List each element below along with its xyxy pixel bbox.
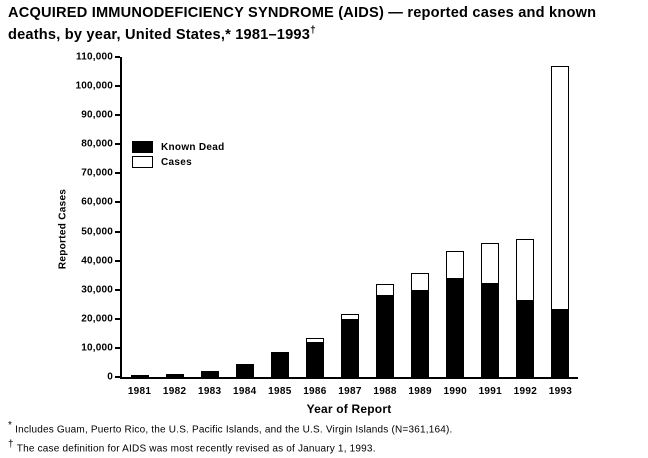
footnote-asterisk-text: Includes Guam, Puerto Rico, the U.S. Pac…: [15, 424, 453, 436]
bar-1988-known-dead-segment: [377, 294, 394, 376]
y-tick-label: 90,000: [81, 109, 113, 121]
bar-1993-cases: [551, 66, 570, 377]
bar-1990-cases: [446, 251, 465, 377]
bar-1990-known-dead-segment: [447, 277, 464, 376]
bar-1989-cases: [411, 273, 430, 377]
y-tick-label: 100,000: [75, 80, 113, 92]
x-tick-label-1986: 1986: [303, 386, 327, 397]
legend-row-known-dead: Known Dead: [132, 141, 225, 153]
x-tick-label-1993: 1993: [548, 386, 573, 397]
bar-1981-known-dead-segment: [131, 375, 148, 376]
y-tick-label: 70,000: [81, 167, 113, 179]
bar-1989-known-dead-segment: [412, 290, 429, 376]
y-tick-mark: [115, 288, 120, 291]
bar-1986-cases: [305, 338, 324, 377]
bar-1984-known-dead-segment: [236, 364, 253, 376]
bar-1991-known-dead-segment: [482, 283, 499, 376]
bar-1992-cases: [516, 238, 535, 377]
bar-1984-cases: [235, 364, 254, 377]
y-tick-mark: [115, 317, 120, 320]
x-tick-label-1985: 1985: [268, 386, 292, 397]
y-tick-mark: [115, 56, 120, 58]
y-tick-label: 60,000: [81, 196, 113, 208]
x-tick-label-1984: 1984: [233, 386, 257, 397]
y-tick-label: 110,000: [76, 51, 113, 63]
footnotes: * Includes Guam, Puerto Rico, the U.S. Pa…: [8, 420, 453, 458]
legend-label-cases: Cases: [161, 156, 192, 168]
legend-row-cases: Cases: [132, 156, 225, 168]
bar-1988-cases: [376, 283, 395, 377]
y-tick-label: 40,000: [81, 255, 113, 267]
bar-1985-cases: [270, 352, 289, 377]
figure-title-line1: ACQUIRED IMMUNODEFICIENCY SYNDROME (AIDS…: [8, 5, 597, 21]
bar-1981-cases: [130, 374, 149, 377]
footnote-asterisk: * Includes Guam, Puerto Rico, the U.S. Pa…: [8, 420, 453, 435]
x-tick-label-1988: 1988: [373, 386, 397, 397]
y-tick-label: 20,000: [81, 313, 113, 325]
y-tick-mark: [115, 230, 120, 233]
x-tick-label-1983: 1983: [197, 386, 222, 397]
x-tick-label-1981: 1981: [127, 386, 152, 397]
y-tick-label: 0: [107, 371, 113, 383]
y-axis-title: Reported Cases: [57, 188, 69, 270]
bar-1982-known-dead-segment: [166, 373, 183, 376]
dagger-marker: †: [8, 439, 14, 451]
y-tick-mark: [115, 259, 120, 262]
y-tick-mark: [115, 172, 120, 175]
x-tick-label-1987: 1987: [338, 386, 362, 397]
y-tick-mark: [115, 85, 120, 88]
y-tick-label: 50,000: [81, 226, 113, 238]
y-tick-mark: [115, 114, 120, 117]
y-tick-label: 30,000: [81, 284, 113, 296]
y-tick-mark: [115, 201, 120, 204]
bar-1983-known-dead-segment: [201, 370, 218, 376]
known-dead-swatch-icon: [132, 141, 153, 153]
bar-1986-known-dead-segment: [306, 342, 323, 376]
bar-1991-cases: [481, 243, 500, 377]
plot-area: Known Dead Cases 0 10,000 20,000 30,000 40,0…: [75, 52, 578, 397]
bar-1993-known-dead-segment: [552, 309, 569, 376]
x-tick-label-1991: 1991: [478, 386, 503, 397]
bar-1987-cases: [341, 314, 359, 377]
figure-title: ACQUIRED IMMUNODEFICIENCY SYNDROME (AIDS…: [8, 4, 644, 44]
x-axis-title: Year of Report: [306, 402, 392, 416]
bar-1992-known-dead-segment: [517, 299, 534, 376]
bar-1987-known-dead-segment: [342, 318, 358, 376]
y-tick-mark: [115, 346, 120, 349]
x-tick-label-1990: 1990: [443, 386, 467, 397]
y-tick-mark: [115, 143, 120, 146]
asterisk-marker: *: [8, 420, 13, 431]
x-tick-label-1992: 1992: [513, 386, 538, 397]
x-tick-label-1982: 1982: [162, 386, 187, 397]
x-tick-label-1989: 1989: [408, 386, 432, 397]
dagger-footnote-marker: †: [310, 25, 316, 36]
chart-legend: Known Dead Cases: [132, 141, 225, 171]
figure-title-line2: deaths, by year, United States,* 1981–19…: [8, 26, 311, 43]
legend-label-known-dead: Known Dead: [161, 141, 225, 153]
footnote-dagger: † The case definition for AIDS was most r…: [8, 439, 453, 454]
y-tick-mark: [115, 376, 120, 378]
footnote-dagger-text: The case definition for AIDS was most re…: [16, 443, 376, 455]
y-tick-label: 80,000: [81, 138, 113, 150]
y-tick-label: 10,000: [81, 342, 113, 354]
bar-1983-cases: [200, 370, 219, 377]
bar-1982-cases: [165, 373, 184, 377]
cases-swatch-icon: [132, 156, 153, 168]
bar-1985-known-dead-segment: [271, 352, 288, 376]
